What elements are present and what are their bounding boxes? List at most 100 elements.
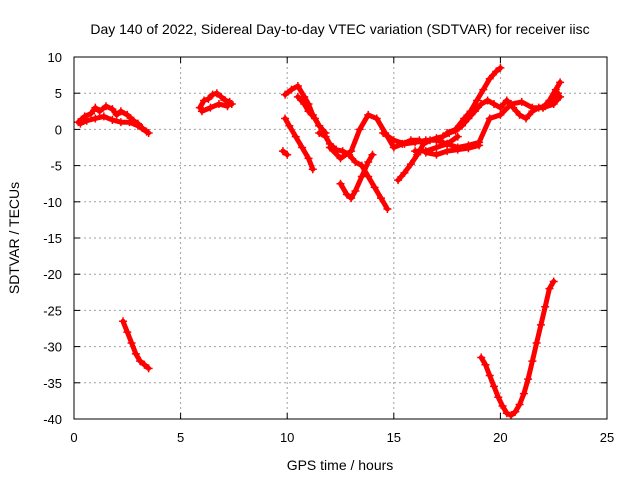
y-tick-label: -30 — [43, 340, 62, 355]
x-tick-label: 25 — [600, 430, 614, 445]
x-axis-label: GPS time / hours — [287, 457, 394, 473]
data-point — [101, 102, 110, 111]
data-point — [496, 63, 505, 72]
data-point — [472, 96, 481, 105]
series-5 — [197, 100, 232, 116]
data-point — [507, 100, 516, 109]
data-point — [370, 183, 379, 192]
data-point — [142, 127, 151, 136]
data-point — [492, 67, 501, 76]
data-point — [372, 114, 381, 123]
data-point — [551, 85, 560, 94]
data-point — [432, 143, 441, 152]
data-point — [364, 110, 373, 119]
data-point — [528, 357, 537, 366]
data-point — [411, 138, 420, 147]
data-point — [336, 179, 345, 188]
data-point — [532, 338, 541, 347]
data-point — [432, 150, 441, 159]
data-point — [298, 143, 307, 152]
data-point — [310, 114, 319, 123]
data-point — [364, 157, 373, 166]
data-point — [99, 112, 108, 121]
y-axis-label: SDTVAR / TECUs — [6, 182, 22, 294]
data-point — [200, 96, 209, 105]
data-point — [549, 277, 558, 286]
data-point — [127, 338, 136, 347]
data-point — [477, 100, 486, 109]
grid — [74, 57, 607, 419]
data-point — [91, 103, 100, 112]
data-point — [411, 147, 420, 156]
x-tick-label: 15 — [387, 430, 401, 445]
data-point — [421, 148, 430, 157]
data-point — [521, 114, 530, 123]
data-point — [108, 115, 117, 124]
y-tick-label: 0 — [55, 122, 62, 137]
data-point — [227, 100, 236, 109]
series-16 — [421, 141, 484, 159]
data-point — [347, 194, 356, 203]
data-point — [87, 109, 96, 118]
data-point — [336, 154, 345, 163]
data-point — [281, 114, 290, 123]
data-point — [498, 401, 507, 410]
series-2 — [76, 112, 151, 136]
data-point — [389, 136, 398, 145]
data-point — [351, 186, 360, 195]
data-point — [315, 129, 324, 138]
data-point — [108, 105, 117, 114]
data-point — [464, 144, 473, 153]
series-4 — [195, 89, 236, 112]
data-point — [556, 92, 565, 101]
data-point — [287, 85, 296, 94]
y-tick-label: -40 — [43, 412, 62, 427]
x-tick-label: 20 — [493, 430, 507, 445]
data-point — [338, 147, 347, 156]
data-point — [507, 411, 516, 420]
data-point — [406, 160, 415, 169]
y-tick-label: -20 — [43, 267, 62, 282]
data-point — [419, 139, 428, 148]
data-point — [536, 320, 545, 329]
chart-title: Day 140 of 2022, Sidereal Day-to-day VTE… — [90, 21, 589, 37]
data-point — [545, 96, 554, 105]
data-point — [515, 110, 524, 119]
data-point — [208, 90, 217, 99]
data-point — [400, 139, 409, 148]
data-point — [460, 114, 469, 123]
data-point — [379, 129, 388, 138]
data-point — [443, 147, 452, 156]
data-point — [347, 147, 356, 156]
data-point — [123, 110, 132, 119]
data-point — [443, 129, 452, 138]
series-18 — [539, 78, 565, 112]
data-point — [438, 132, 447, 141]
data-point — [285, 121, 294, 130]
data-point — [197, 107, 206, 116]
data-point — [475, 141, 484, 150]
data-point — [325, 143, 334, 152]
data-point — [95, 107, 104, 116]
series-7 — [281, 114, 317, 174]
data-point — [394, 176, 403, 185]
data-point — [283, 150, 292, 159]
data-point — [82, 116, 91, 125]
data-point — [214, 100, 223, 109]
data-point — [556, 78, 565, 87]
data-point — [291, 132, 300, 141]
data-point — [481, 360, 490, 369]
data-point — [223, 102, 232, 111]
data-point — [125, 118, 134, 127]
data-point — [451, 125, 460, 134]
data-point — [212, 89, 221, 98]
data-point — [308, 165, 317, 174]
data-point — [116, 118, 125, 127]
data-point — [351, 157, 360, 166]
data-point — [502, 96, 511, 105]
data-point — [519, 389, 528, 398]
data-point — [496, 110, 505, 119]
data-point — [133, 121, 142, 130]
